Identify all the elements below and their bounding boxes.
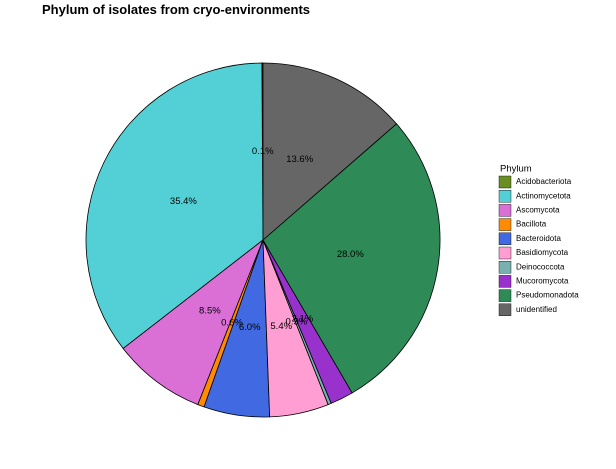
slice-label: 0.6% <box>221 317 243 328</box>
pie-slice <box>262 62 398 241</box>
slice-label: 6.0% <box>239 322 261 333</box>
slice-label: 28.0% <box>337 249 364 260</box>
legend-label: Bacteroidota <box>516 234 561 243</box>
legend-key <box>498 275 512 288</box>
slice-label: 0.3% <box>286 316 308 327</box>
slice-label: 13.6% <box>286 154 313 165</box>
legend-label: Actinomycetota <box>516 191 571 200</box>
legend-label: unidentified <box>516 305 557 314</box>
legend-label: Pseudomonadota <box>516 291 579 300</box>
slice-label: 2.1% <box>292 314 314 325</box>
legend-title: Phylum <box>500 164 532 175</box>
pie-slice <box>262 123 441 394</box>
legend-key <box>498 189 512 203</box>
legend-key <box>498 175 512 189</box>
legend-key <box>498 232 512 246</box>
legend-label: Deinococcota <box>516 262 565 271</box>
legend-key <box>498 303 512 316</box>
legend-key <box>498 218 512 231</box>
legend-label: Basidiomycota <box>516 248 569 257</box>
slice-label: 0.1% <box>252 146 274 157</box>
legend-label: Bacillota <box>516 220 547 229</box>
legend-label: Ascomycota <box>516 206 560 215</box>
slice-label: 35.4% <box>170 196 197 207</box>
legend-label: Mucoromycota <box>516 277 569 286</box>
slice-label: 8.5% <box>199 305 221 316</box>
legend-key <box>498 246 512 260</box>
pie-slice <box>85 62 264 350</box>
legend-label: Acidobacteriota <box>516 177 572 186</box>
legend-key <box>498 204 512 217</box>
legend-key <box>498 289 512 302</box>
chart-title: Phylum of isolates from cryo-environment… <box>42 2 310 17</box>
pie-slice <box>122 238 264 406</box>
slice-label: 5.4% <box>270 321 292 332</box>
legend-key <box>498 261 512 274</box>
